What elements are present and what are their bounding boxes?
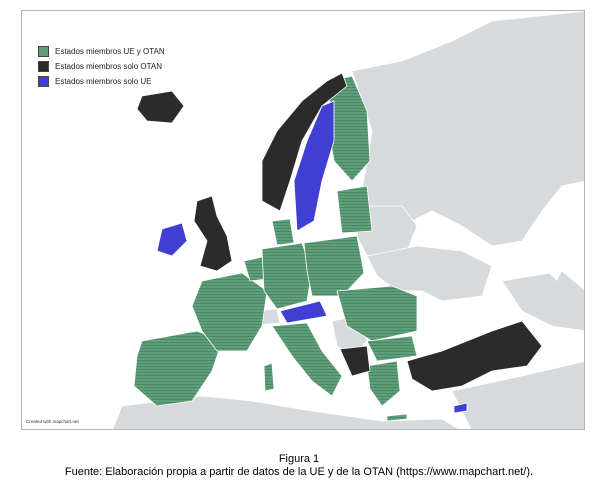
eu-nato-countries <box>133 75 418 422</box>
ireland <box>156 222 188 257</box>
figure-source: Fuente: Elaboración propia a partir de d… <box>64 466 534 478</box>
legend-label-eu-nato: Estados miembros UE y OTAN <box>55 46 165 56</box>
legend-swatch-eu-nato <box>38 45 49 57</box>
legend-swatch-eu-only <box>38 75 49 87</box>
other-countries <box>112 11 584 429</box>
sardinia <box>263 362 275 392</box>
caucasus-region <box>501 270 584 332</box>
legend-label-eu-only: Estados miembros solo UE <box>55 76 152 86</box>
greece <box>366 360 401 407</box>
bulgaria <box>366 335 418 362</box>
turkey <box>406 320 543 392</box>
crete <box>386 413 408 422</box>
sweden <box>293 100 335 232</box>
eu-only-countries <box>156 100 468 414</box>
legend-label-nato-only: Estados miembros solo OTAN <box>55 61 162 71</box>
baltics <box>336 185 373 234</box>
north-africa <box>112 395 460 429</box>
black-sea <box>422 301 502 336</box>
map-legend: Estados miembros UE y OTAN Estados miemb… <box>38 44 165 89</box>
germany <box>261 242 313 310</box>
ukraine-region <box>366 245 493 302</box>
italy <box>271 322 343 397</box>
caspian-sea <box>537 226 567 281</box>
legend-swatch-nato-only <box>38 60 49 72</box>
denmark <box>271 218 295 246</box>
legend-item-eu-only: Estados miembros solo UE <box>38 74 165 88</box>
western-balkans-nato <box>339 345 371 377</box>
austria <box>279 300 328 324</box>
iberia <box>133 330 223 407</box>
norway <box>261 72 348 212</box>
nato-only-countries <box>136 72 543 392</box>
map-credit: Created with mapchart.net <box>26 419 79 424</box>
legend-item-nato-only: Estados miembros solo OTAN <box>38 59 165 73</box>
middle-east <box>451 361 584 429</box>
legend-item-eu-nato: Estados miembros UE y OTAN <box>38 44 165 58</box>
europe-map <box>112 11 584 429</box>
figure-title: Figura 1 <box>278 453 320 465</box>
seas <box>422 226 567 336</box>
united-kingdom <box>193 195 233 272</box>
map-frame: Estados miembros UE y OTAN Estados miemb… <box>21 10 585 430</box>
iceland <box>136 90 185 124</box>
cyprus <box>453 402 468 414</box>
hungary-slovakia-romania <box>336 285 418 342</box>
poland-czechia <box>303 235 365 297</box>
